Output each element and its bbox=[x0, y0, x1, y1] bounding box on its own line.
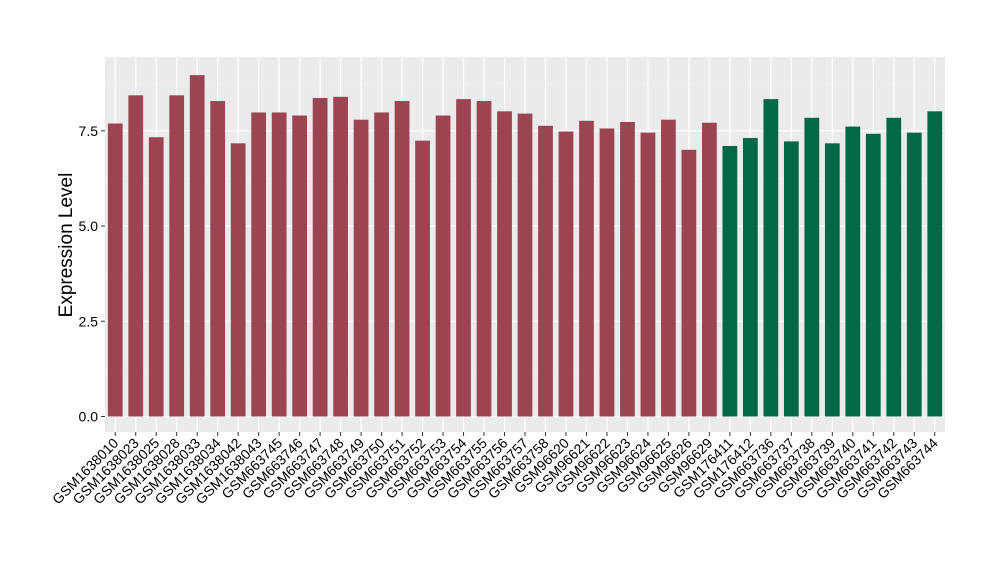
bar-GSM663750 bbox=[374, 112, 389, 417]
bar-GSM96623 bbox=[620, 121, 635, 417]
bar-GSM663748 bbox=[333, 96, 348, 417]
bars-layer bbox=[107, 75, 943, 417]
bar-GSM96626 bbox=[681, 149, 697, 417]
bar-GSM1638023 bbox=[128, 95, 144, 417]
bar-GSM663744 bbox=[927, 111, 943, 417]
bar-GSM663754 bbox=[456, 99, 471, 417]
bar-GSM663755 bbox=[476, 101, 492, 417]
bar-GSM1638034 bbox=[210, 101, 226, 417]
bar-GSM663740 bbox=[845, 126, 861, 417]
bar-GSM663738 bbox=[804, 117, 820, 417]
x-axis: GSM1638010GSM1638023GSM1638025GSM1638028… bbox=[49, 432, 941, 507]
bar-GSM96622 bbox=[599, 128, 615, 417]
bar-GSM663745 bbox=[271, 112, 287, 417]
bar-GSM1638010 bbox=[107, 123, 123, 417]
y-tick-label: 0.0 bbox=[79, 409, 99, 425]
bar-GSM96625 bbox=[661, 119, 676, 417]
bar-GSM1638033 bbox=[189, 75, 205, 417]
bar-GSM663736 bbox=[763, 99, 779, 417]
bar-GSM96629 bbox=[702, 122, 717, 417]
bar-GSM663753 bbox=[435, 115, 451, 417]
bar-GSM663758 bbox=[538, 125, 553, 417]
bar-GSM1638043 bbox=[251, 112, 267, 417]
bar-GSM176412 bbox=[742, 137, 758, 417]
bar-GSM663747 bbox=[312, 97, 328, 417]
bar-GSM663741 bbox=[865, 133, 881, 417]
bar-GSM663756 bbox=[497, 111, 512, 417]
bar-GSM176411 bbox=[722, 145, 738, 417]
y-axis-title: Expression Level bbox=[56, 173, 77, 318]
y-tick-label: 2.5 bbox=[79, 313, 99, 329]
y-tick-label: 7.5 bbox=[79, 123, 99, 139]
bar-GSM1638025 bbox=[148, 137, 164, 417]
bar-GSM663737 bbox=[783, 141, 799, 417]
y-tick-label: 5.0 bbox=[79, 218, 99, 234]
bar-GSM96621 bbox=[579, 120, 594, 417]
y-axis: 0.0 2.5 5.0 7.5 bbox=[79, 123, 105, 425]
bar-GSM663743 bbox=[906, 132, 922, 417]
bar-GSM663742 bbox=[886, 117, 902, 417]
bar-GSM663739 bbox=[824, 143, 840, 417]
bar-GSM663749 bbox=[353, 119, 369, 417]
bar-GSM663752 bbox=[415, 140, 430, 417]
bar-GSM96620 bbox=[558, 131, 574, 417]
bar-GSM663757 bbox=[517, 113, 533, 417]
bar-GSM1638042 bbox=[230, 143, 246, 417]
bar-GSM1638028 bbox=[169, 95, 185, 417]
bar-GSM663751 bbox=[394, 101, 410, 417]
bar-GSM663746 bbox=[292, 115, 308, 417]
bar-GSM96624 bbox=[640, 132, 656, 417]
